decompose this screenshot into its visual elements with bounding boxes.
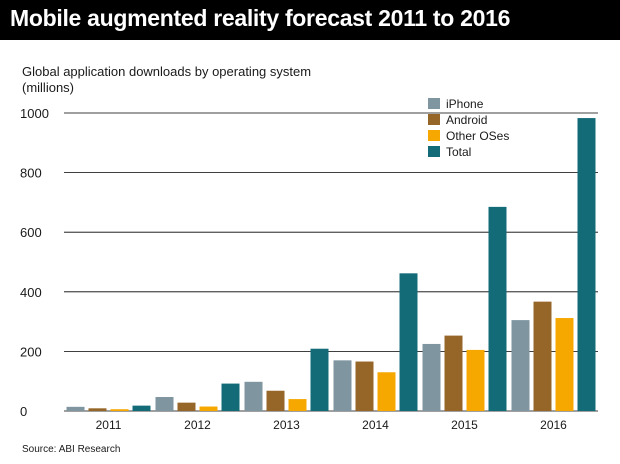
bar-total-2013 xyxy=(310,348,329,411)
x-tick-label: 2012 xyxy=(184,418,211,432)
y-tick-label: 200 xyxy=(20,344,42,359)
bar-total-2012 xyxy=(221,383,240,411)
y-tick-label: 400 xyxy=(20,285,42,300)
bar-other-oses-2013 xyxy=(288,399,307,411)
legend-label: Total xyxy=(446,145,471,159)
y-tick-label: 600 xyxy=(20,225,42,240)
legend-swatch-iphone xyxy=(428,98,440,109)
legend-label: iPhone xyxy=(446,97,484,111)
y-axis-units: (millions) xyxy=(22,80,74,95)
bar-other-oses-2012 xyxy=(199,406,218,411)
x-tick-label: 2016 xyxy=(540,418,567,432)
y-tick-label: 1000 xyxy=(20,106,49,121)
bar-iphone-2013 xyxy=(244,381,263,411)
title-bar: Mobile augmented reality forecast 2011 t… xyxy=(0,0,620,40)
bar-android-2015 xyxy=(444,335,463,411)
bar-other-oses-2014 xyxy=(377,372,396,411)
y-tick-label: 800 xyxy=(20,166,42,181)
bar-total-2011 xyxy=(132,405,151,411)
bar-other-oses-2015 xyxy=(466,349,485,411)
chart-title: Mobile augmented reality forecast 2011 t… xyxy=(10,5,511,31)
chart-subtitle: Global application downloads by operatin… xyxy=(22,64,312,79)
x-tick-label: 2011 xyxy=(96,418,122,432)
bar-total-2016 xyxy=(577,118,596,411)
bar-total-2014 xyxy=(399,273,418,411)
bar-android-2014 xyxy=(355,361,374,411)
bar-iphone-2011 xyxy=(66,406,85,411)
bar-total-2015 xyxy=(488,206,507,411)
legend-label: Other OSes xyxy=(446,129,509,143)
bar-iphone-2015 xyxy=(422,343,441,411)
legend-swatch-other-oses xyxy=(428,130,440,141)
bar-android-2011 xyxy=(88,408,107,411)
x-tick-label: 2013 xyxy=(273,418,300,432)
bar-android-2016 xyxy=(533,301,552,411)
x-tick-label: 2015 xyxy=(451,418,478,432)
bar-android-2012 xyxy=(177,402,196,411)
bar-other-oses-2011 xyxy=(110,409,129,411)
legend-label: Android xyxy=(446,113,487,127)
bar-iphone-2014 xyxy=(333,360,352,411)
x-tick-label: 2014 xyxy=(362,418,389,432)
y-tick-label: 0 xyxy=(20,404,27,419)
bar-iphone-2016 xyxy=(511,320,530,411)
bar-iphone-2012 xyxy=(155,396,174,411)
bar-other-oses-2016 xyxy=(555,318,574,411)
source-note: Source: ABI Research xyxy=(22,444,121,455)
legend-swatch-total xyxy=(428,146,440,157)
legend-swatch-android xyxy=(428,114,440,125)
bar-android-2013 xyxy=(266,390,285,411)
